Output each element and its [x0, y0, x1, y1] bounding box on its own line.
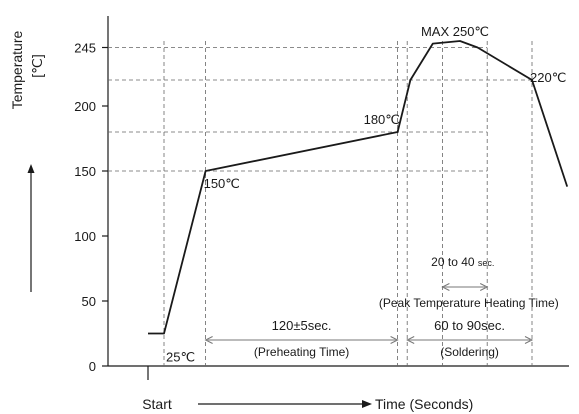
- y-tick-label: 200: [74, 99, 96, 114]
- interval-sublabel: (Peak Temperature Heating Time): [379, 296, 559, 310]
- y-direction-arrowhead: [27, 164, 35, 173]
- point-label: 25℃: [166, 350, 195, 365]
- interval-label: 120±5sec.: [272, 318, 332, 333]
- point-label: 150℃: [204, 176, 240, 191]
- y-tick-label: 150: [74, 164, 96, 179]
- y-axis-title: Temperature: [9, 30, 25, 109]
- interval-arrow: [406, 336, 534, 344]
- interval-label: 20 to 40 sec.: [431, 255, 494, 269]
- interval-sublabel: (Preheating Time): [254, 345, 349, 359]
- temperature-profile-line: [148, 40, 569, 335]
- y-tick-label: 0: [89, 359, 96, 374]
- interval-arrow: [204, 336, 399, 344]
- point-label: 180℃: [364, 112, 400, 127]
- point-label: 220℃: [530, 70, 566, 85]
- y-tick-label: 50: [82, 294, 96, 309]
- interval-label: 60 to 90sec.: [434, 318, 505, 333]
- y-tick-label: 100: [74, 229, 96, 244]
- point-label: MAX 250℃: [421, 24, 489, 39]
- x-axis-end-label: Time (Seconds): [375, 396, 473, 412]
- x-direction-arrowhead: [362, 400, 372, 408]
- y-axis-unit: [℃]: [29, 54, 45, 78]
- interval-unit: sec.: [478, 258, 495, 268]
- x-axis-start-label: Start: [142, 396, 172, 412]
- interval-sublabel: (Soldering): [440, 345, 499, 359]
- interval-arrow: [441, 283, 489, 291]
- y-tick-label: 245: [74, 41, 96, 56]
